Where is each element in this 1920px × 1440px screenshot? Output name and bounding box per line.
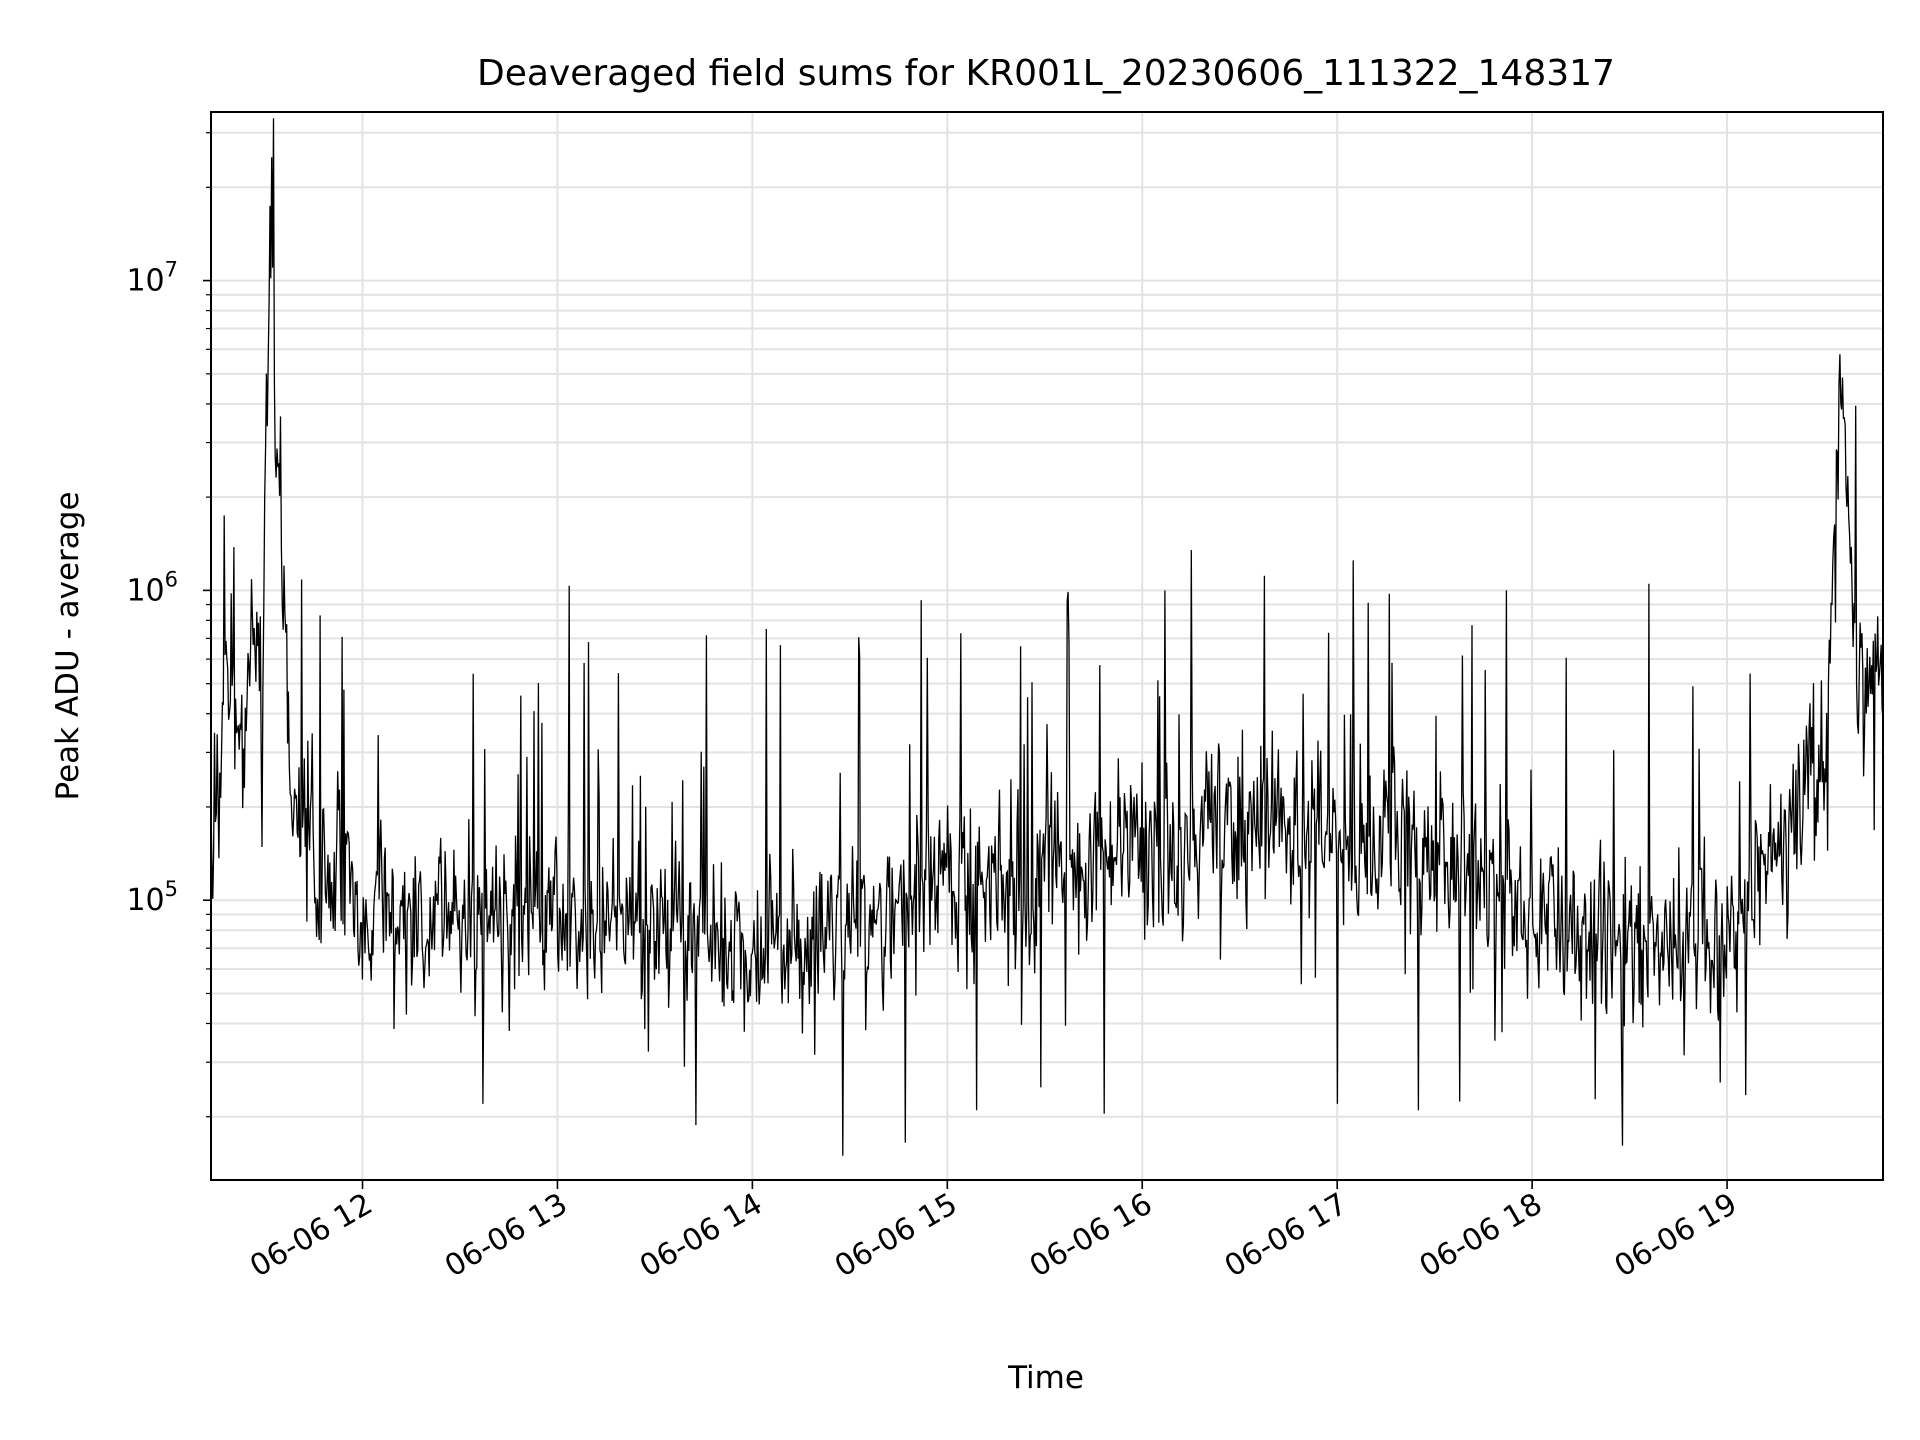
y-tick-label: 105 <box>126 877 178 918</box>
y-axis-label: Peak ADU - average <box>50 491 86 800</box>
y-tick-label: 107 <box>126 258 178 299</box>
chart-title: Deaveraged field sums for KR001L_2023060… <box>477 53 1615 94</box>
series-line <box>210 118 1884 1156</box>
series-layer <box>210 118 1884 1156</box>
plot-frame <box>210 111 1884 1181</box>
x-axis-label: Time <box>1007 1360 1084 1396</box>
y-tick-label: 106 <box>126 567 178 608</box>
y-axis: 105 106 107 <box>126 132 211 1118</box>
